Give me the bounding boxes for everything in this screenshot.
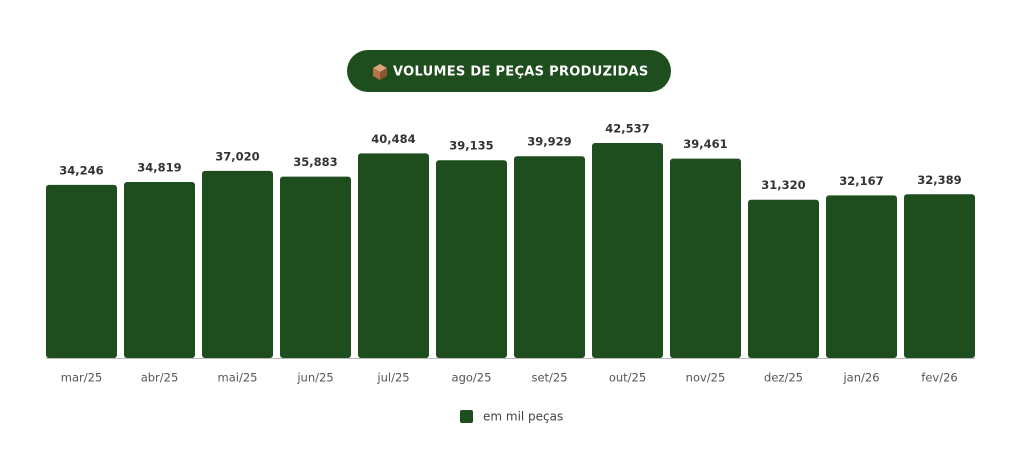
- bar: [358, 153, 429, 358]
- chart-title: VOLUMES DE PEÇAS PRODUZIDAS: [393, 65, 649, 80]
- bar: [280, 176, 351, 358]
- bar: [46, 184, 117, 358]
- value-label: 39,929: [527, 135, 571, 149]
- x-tick-label: fev/26: [921, 371, 957, 385]
- bar: [202, 170, 273, 358]
- value-label: 39,135: [449, 139, 493, 153]
- x-tick-label: jun/25: [296, 371, 333, 385]
- bar: [124, 182, 195, 358]
- x-tick-label: dez/25: [764, 371, 803, 385]
- bar: [748, 199, 819, 358]
- x-tick-label: mar/25: [61, 371, 103, 385]
- value-label: 32,389: [917, 173, 961, 187]
- bar: [592, 143, 663, 358]
- value-label: 35,883: [293, 155, 337, 169]
- bar: [904, 194, 975, 358]
- legend-label: em mil peças: [483, 410, 563, 424]
- value-label: 32,167: [839, 174, 883, 188]
- x-tick-label: ago/25: [452, 371, 492, 385]
- value-label: 31,320: [761, 178, 805, 192]
- bar: [436, 160, 507, 358]
- x-tick-label: nov/25: [686, 371, 726, 385]
- bar: [670, 158, 741, 358]
- x-tick-label: jul/25: [376, 371, 409, 385]
- x-tick-label: out/25: [609, 371, 646, 385]
- x-tick-label: set/25: [531, 371, 567, 385]
- value-label: 39,461: [683, 137, 727, 151]
- legend-swatch: [460, 410, 473, 423]
- bar: [826, 195, 897, 358]
- value-label: 42,537: [605, 122, 649, 136]
- x-tick-label: abr/25: [141, 371, 179, 385]
- value-label: 34,246: [59, 163, 103, 177]
- value-label: 37,020: [215, 149, 259, 163]
- title-pill: [347, 50, 671, 92]
- title-icon: [373, 64, 387, 80]
- value-label: 34,819: [137, 161, 181, 175]
- value-label: 40,484: [371, 132, 415, 146]
- x-tick-label: mai/25: [218, 371, 258, 385]
- bar: [514, 156, 585, 358]
- x-tick-label: jan/26: [842, 371, 879, 385]
